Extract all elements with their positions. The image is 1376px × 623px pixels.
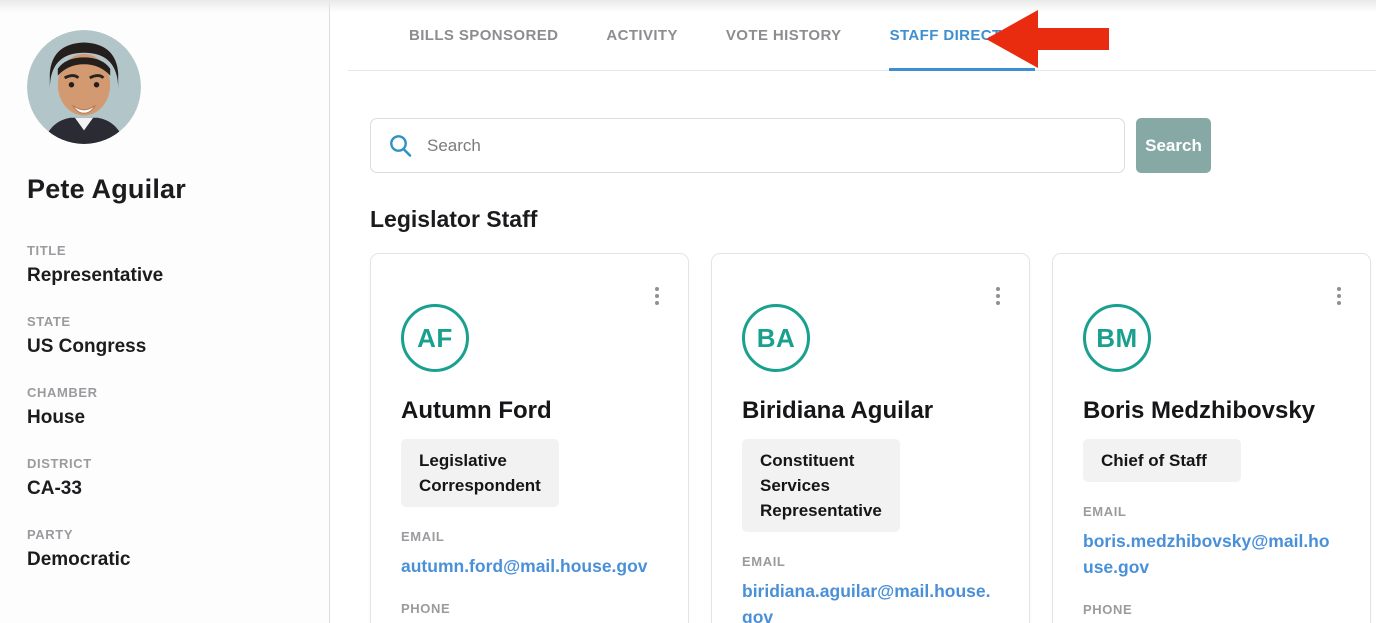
search-input[interactable] bbox=[414, 119, 1124, 172]
field-value: House bbox=[27, 407, 86, 428]
staff-cards: AF Autumn Ford Legislative Correspondent… bbox=[370, 253, 1376, 623]
card-menu-icon[interactable] bbox=[1328, 284, 1350, 308]
staff-name: Biridiana Aguilar bbox=[742, 397, 934, 424]
profile-photo-image bbox=[27, 30, 141, 144]
staff-initials-avatar: BA bbox=[742, 304, 810, 372]
legislator-fields: TITLE Representative STATE US Congress C… bbox=[27, 243, 309, 571]
staff-email-link[interactable]: boris.medzhibovsky@mail.house.gov bbox=[1083, 531, 1330, 577]
phone-label: PHONE bbox=[401, 601, 451, 616]
staff-search-row: Search bbox=[370, 118, 1376, 173]
staff-card: BM Boris Medzhibovsky Chief of Staff EMA… bbox=[1052, 253, 1371, 623]
field-value: CA-33 bbox=[27, 478, 82, 499]
field-value: US Congress bbox=[27, 336, 147, 357]
tab-vote-history[interactable]: VOTE HISTORY bbox=[725, 27, 842, 44]
card-menu-icon[interactable] bbox=[987, 284, 1009, 308]
profile-photo bbox=[27, 30, 141, 144]
field-chamber: CHAMBER House bbox=[27, 385, 309, 429]
profile-tabs: BILLS SPONSORED ACTIVITY VOTE HISTORY ST… bbox=[348, 0, 1376, 71]
staff-role-badge: Constituent Services Representative bbox=[742, 439, 900, 532]
main-panel: BILLS SPONSORED ACTIVITY VOTE HISTORY ST… bbox=[330, 0, 1376, 623]
search-icon bbox=[388, 133, 414, 159]
legislator-sidebar: Pete Aguilar TITLE Representative STATE … bbox=[0, 0, 330, 623]
staff-card: BA Biridiana Aguilar Constituent Service… bbox=[711, 253, 1030, 623]
staff-search-box[interactable] bbox=[370, 118, 1125, 173]
field-party: PARTY Democratic bbox=[27, 527, 309, 571]
phone-label: PHONE bbox=[1083, 602, 1133, 617]
field-label: STATE bbox=[27, 314, 71, 329]
email-label: EMAIL bbox=[742, 554, 786, 569]
staff-initials-avatar: AF bbox=[401, 304, 469, 372]
field-label: TITLE bbox=[27, 243, 67, 258]
tab-activity[interactable]: ACTIVITY bbox=[606, 27, 678, 44]
tab-bills-sponsored[interactable]: BILLS SPONSORED bbox=[409, 27, 559, 44]
email-label: EMAIL bbox=[1083, 504, 1127, 519]
field-title: TITLE Representative bbox=[27, 243, 309, 287]
annotation-arrow-icon bbox=[986, 10, 1109, 68]
field-state: STATE US Congress bbox=[27, 314, 309, 358]
field-label: CHAMBER bbox=[27, 385, 98, 400]
staff-directory-content: Search Legislator Staff AF Autumn Ford L… bbox=[330, 71, 1376, 623]
staff-initials-avatar: BM bbox=[1083, 304, 1151, 372]
legislator-name: Pete Aguilar bbox=[27, 174, 186, 204]
field-district: DISTRICT CA-33 bbox=[27, 456, 309, 500]
field-value: Representative bbox=[27, 265, 164, 286]
staff-name: Boris Medzhibovsky bbox=[1083, 397, 1316, 424]
staff-email-link[interactable]: biridiana.aguilar@mail.house.gov bbox=[742, 581, 991, 623]
search-button[interactable]: Search bbox=[1136, 118, 1211, 173]
staff-role-badge: Legislative Correspondent bbox=[401, 439, 559, 507]
staff-role-badge: Chief of Staff bbox=[1083, 439, 1241, 482]
field-value: Democratic bbox=[27, 549, 131, 570]
email-label: EMAIL bbox=[401, 529, 445, 544]
section-title: Legislator Staff bbox=[370, 206, 538, 232]
staff-name: Autumn Ford bbox=[401, 397, 552, 424]
field-label: PARTY bbox=[27, 527, 74, 542]
field-label: DISTRICT bbox=[27, 456, 92, 471]
card-menu-icon[interactable] bbox=[646, 284, 668, 308]
staff-card: AF Autumn Ford Legislative Correspondent… bbox=[370, 253, 689, 623]
staff-email-link[interactable]: autumn.ford@mail.house.gov bbox=[401, 556, 648, 576]
